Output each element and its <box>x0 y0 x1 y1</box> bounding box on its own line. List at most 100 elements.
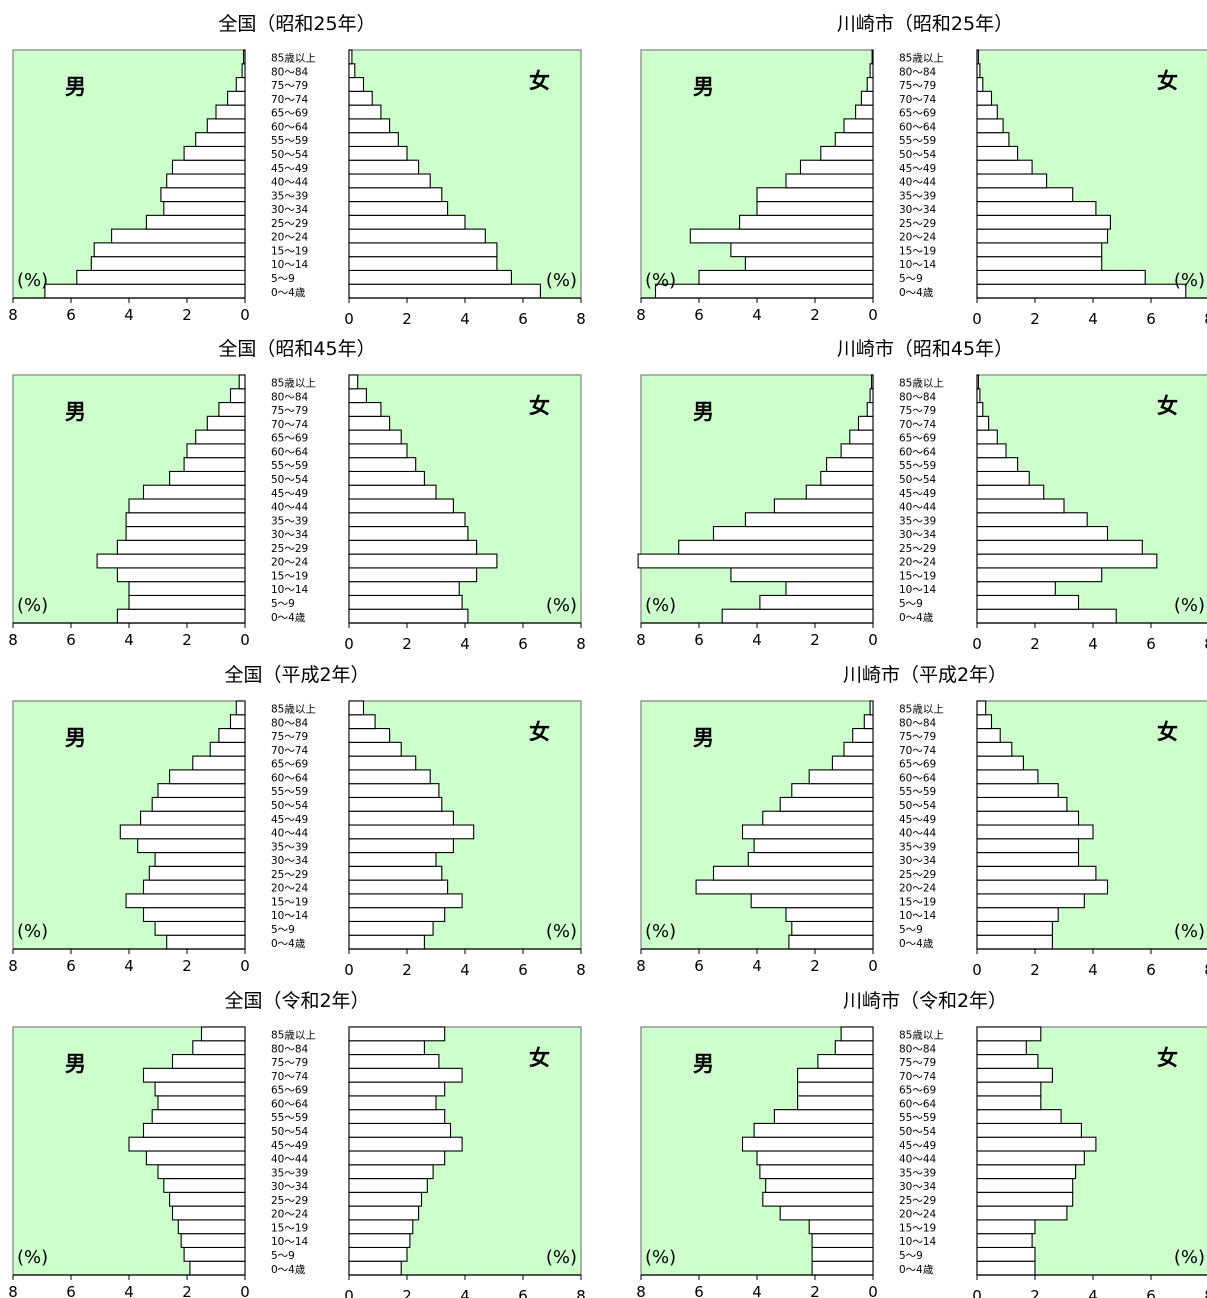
female-bar-14 <box>976 1067 1053 1083</box>
chart-title: 全国（昭和25年） <box>218 13 375 35</box>
male-bar-9 <box>142 484 246 500</box>
female-bar-4 <box>348 1205 420 1221</box>
female-bar-5 <box>976 1191 1074 1207</box>
male-bar-3 <box>125 893 246 909</box>
female-tick-label: 6 <box>1146 1287 1156 1298</box>
male-bar-13 <box>849 429 874 445</box>
female-bar-0 <box>976 283 1187 299</box>
age-label: 30～34 <box>271 855 309 867</box>
female-label: 女 <box>1157 394 1178 418</box>
unit-label-female: (%) <box>1174 270 1205 291</box>
female-bar-9 <box>348 1136 463 1152</box>
unit-label-male: (%) <box>645 595 676 616</box>
female-bar-7 <box>976 1164 1077 1180</box>
age-label: 35～39 <box>899 190 936 202</box>
female-bar-12 <box>348 769 431 785</box>
male-bar-17 <box>870 374 874 390</box>
male-tick-label: 0 <box>240 1283 250 1298</box>
female-bar-9 <box>976 810 1080 826</box>
age-label: 0～4歳 <box>899 612 934 624</box>
female-bar-13 <box>976 1081 1042 1097</box>
female-bar-8 <box>976 498 1065 514</box>
female-bar-1 <box>976 594 1080 610</box>
age-label: 5～9 <box>271 598 295 610</box>
male-tick-label: 4 <box>124 1283 134 1298</box>
age-label: 85歳以上 <box>271 704 316 716</box>
age-label: 20～24 <box>271 232 309 244</box>
female-label: 女 <box>1157 720 1178 744</box>
male-bar-8 <box>741 824 874 840</box>
male-bar-16 <box>869 63 874 79</box>
male-bar-3 <box>750 893 874 909</box>
female-bar-16 <box>348 714 376 730</box>
age-label: 15～19 <box>899 570 936 582</box>
male-bar-13 <box>154 1081 246 1097</box>
female-tick-label: 4 <box>1088 635 1098 653</box>
female-tick-label: 8 <box>576 1287 586 1298</box>
age-label: 55～59 <box>899 460 936 472</box>
male-bar-0 <box>788 934 874 950</box>
male-bar-12 <box>169 769 246 785</box>
female-bar-13 <box>348 429 402 445</box>
female-bar-6 <box>348 1178 428 1193</box>
age-label: 15～19 <box>899 245 936 257</box>
female-tick-label: 0 <box>344 310 354 328</box>
female-bar-15 <box>348 402 382 417</box>
female-bar-0 <box>348 934 425 950</box>
female-tick-label: 6 <box>1146 310 1156 328</box>
female-bar-17 <box>976 700 987 716</box>
unit-label-male: (%) <box>645 921 676 942</box>
male-bar-16 <box>863 714 874 730</box>
female-bar-15 <box>976 1054 1039 1069</box>
age-label: 75～79 <box>899 1057 936 1069</box>
female-label: 女 <box>1157 1046 1178 1070</box>
female-bar-10 <box>976 1122 1082 1138</box>
female-tick-label: 6 <box>518 635 528 653</box>
female-tick-label: 4 <box>1088 1287 1098 1298</box>
male-bar-11 <box>791 783 874 798</box>
age-label: 10～14 <box>899 910 937 922</box>
female-tick-label: 8 <box>576 635 586 653</box>
male-bar-4 <box>111 228 246 244</box>
female-bar-9 <box>976 1136 1097 1152</box>
male-bar-14 <box>797 1067 874 1083</box>
male-bar-14 <box>206 415 246 431</box>
male-tick-label: 8 <box>8 306 18 324</box>
male-bar-12 <box>157 1095 246 1111</box>
age-label: 25～29 <box>899 1195 936 1207</box>
female-bar-15 <box>976 728 1001 743</box>
male-tick-label: 2 <box>810 1283 820 1298</box>
female-bar-2 <box>976 1233 1033 1248</box>
female-tick-label: 8 <box>1204 310 1207 328</box>
male-bar-12 <box>843 118 874 134</box>
male-bar-2 <box>180 1233 246 1248</box>
male-bar-6 <box>765 1178 874 1193</box>
male-bar-12 <box>808 769 874 785</box>
female-tick-label: 4 <box>1088 310 1098 328</box>
chart-title: 川崎市（昭和25年） <box>837 13 1013 35</box>
male-tick-label: 0 <box>868 631 878 649</box>
age-label: 25～29 <box>271 543 308 555</box>
age-label: 80～84 <box>271 391 309 403</box>
female-bar-11 <box>348 1109 446 1124</box>
female-bar-10 <box>976 145 1019 161</box>
female-tick-label: 2 <box>402 635 412 653</box>
female-tick-label: 0 <box>972 961 982 979</box>
age-label: 75～79 <box>271 80 308 92</box>
male-bar-2 <box>142 907 246 922</box>
age-label: 0～4歳 <box>271 938 306 950</box>
male-tick-label: 6 <box>694 957 704 975</box>
age-label: 15～19 <box>899 896 936 908</box>
age-label: 70～74 <box>899 94 937 106</box>
male-tick-label: 0 <box>868 957 878 975</box>
male-bar-11 <box>151 1109 246 1124</box>
female-bar-17 <box>976 374 980 390</box>
female-tick-label: 8 <box>1204 635 1207 653</box>
female-bar-2 <box>348 1233 411 1248</box>
age-label: 80～84 <box>899 66 937 78</box>
female-bar-4 <box>976 228 1109 244</box>
female-bar-16 <box>976 1040 1027 1056</box>
age-label: 60～64 <box>271 1098 309 1110</box>
